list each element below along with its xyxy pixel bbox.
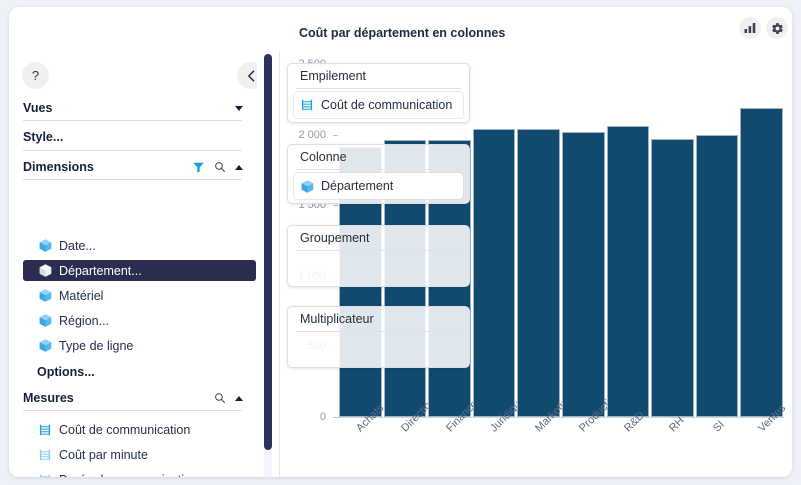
section-style-label: Style... (23, 130, 64, 144)
page-title: Coût par département en colonnes (299, 26, 506, 40)
sidebar-item-materiel[interactable]: Matériel (23, 285, 256, 306)
bar[interactable] (606, 126, 650, 417)
config-panel-groupement-dropzone[interactable] (294, 254, 463, 282)
config-panel-multiplicateur[interactable]: Multiplicateur (287, 306, 470, 368)
search-icon[interactable] (214, 161, 226, 173)
section-dimensions-icons (192, 161, 243, 174)
measure-icon (37, 472, 53, 477)
sidebar-item-duree-de-communication-label: Durée de communication (59, 473, 198, 478)
divider (296, 250, 461, 251)
x-axis-tick-label: SI (711, 418, 727, 435)
config-panel-empilement-value-label: Coût de communication (321, 98, 453, 112)
config-panel-empilement-title: Empilement (300, 69, 366, 83)
bar[interactable] (651, 138, 694, 417)
config-panel-colonne-value[interactable]: Département (294, 173, 463, 199)
bar[interactable] (472, 128, 516, 417)
sidebar-item-region[interactable]: Région... (23, 310, 256, 331)
x-axis-line (338, 417, 784, 418)
sidebar-item-cout-par-minute[interactable]: Coût par minute (23, 444, 256, 465)
sidebar-item-date[interactable]: Date... (23, 235, 256, 256)
divider (296, 88, 461, 89)
sidebar-item-departement[interactable]: Département... (23, 260, 256, 281)
chevron-up-icon[interactable] (235, 164, 243, 170)
bar-chart-icon[interactable] (739, 17, 761, 39)
sidebar-item-duree-de-communication[interactable]: Durée de communication (23, 469, 256, 477)
sidebar-item-materiel-label: Matériel (59, 288, 104, 303)
chevron-down-icon[interactable] (235, 105, 243, 111)
sidebar-item-cout-de-communication-label: Coût de communication (59, 422, 191, 437)
section-style[interactable]: Style... (23, 123, 243, 151)
y-axis-tick-mark (333, 417, 338, 418)
section-mesures-label: Mesures (23, 391, 74, 405)
sidebar-item-cout-par-minute-label: Coût par minute (59, 447, 148, 462)
config-panel-colonne-title: Colonne (300, 150, 347, 164)
section-mesures-icons (214, 392, 243, 404)
config-panel-multiplicateur-title: Multiplicateur (300, 312, 374, 326)
y-axis-tick-label: 2 000 (298, 128, 326, 141)
cube-icon (37, 263, 53, 279)
sidebar-item-cout-de-communication[interactable]: Coût de communication (23, 419, 256, 440)
config-panel-empilement-value[interactable]: Coût de communication (294, 92, 463, 118)
collapse-sidebar-button[interactable] (237, 62, 257, 89)
y-axis-tick-mark (333, 134, 338, 136)
divider (23, 120, 242, 121)
section-mesures[interactable]: Mesures (23, 384, 243, 412)
window-header: Coût par département en colonnes (9, 7, 792, 52)
divider (296, 331, 461, 332)
bar[interactable] (740, 108, 783, 417)
bar[interactable] (562, 131, 605, 417)
config-panel-groupement[interactable]: Groupement (287, 225, 470, 287)
sidebar-item-type-de-ligne-label: Type de ligne (59, 338, 134, 353)
section-dimensions-label: Dimensions (23, 160, 94, 174)
left-sidebar: ? Vues Style... Dimensions (9, 52, 257, 477)
panel-divider (279, 52, 280, 477)
app-window: Coût par département en colonnes ? Vues (9, 7, 792, 477)
config-panel-groupement-title: Groupement (300, 231, 370, 245)
measure-icon (37, 422, 53, 438)
bar[interactable] (695, 134, 739, 417)
y-axis-tick-label: 0 (319, 411, 326, 423)
sidebar-item-date-label: Date... (59, 238, 96, 253)
config-panel-multiplicateur-dropzone[interactable] (294, 335, 463, 363)
chevron-up-icon[interactable] (235, 395, 243, 401)
search-icon[interactable] (214, 392, 226, 404)
sidebar-item-type-de-ligne[interactable]: Type de ligne (23, 335, 256, 356)
sidebar-scrollbar-thumb[interactable] (264, 54, 272, 450)
sidebar-item-departement-label: Département... (59, 263, 142, 278)
sidebar-item-region-label: Région... (59, 313, 110, 328)
section-vues[interactable]: Vues (23, 94, 243, 122)
y-axis-tick-mark (333, 205, 338, 207)
cube-icon (37, 238, 53, 254)
config-panel-empilement[interactable]: Empilement Coût de communication (287, 63, 470, 123)
help-button[interactable]: ? (22, 62, 49, 89)
section-vues-icons (235, 105, 243, 111)
options-button[interactable]: Options... (37, 365, 95, 379)
cube-icon (37, 313, 53, 329)
section-dimensions[interactable]: Dimensions (23, 153, 243, 181)
config-panel-colonne[interactable]: Colonne Département (287, 144, 470, 204)
divider (23, 410, 242, 411)
section-vues-label: Vues (23, 101, 53, 115)
config-panel-colonne-value-label: Département (321, 179, 394, 193)
filter-icon[interactable] (192, 161, 205, 174)
cube-icon (299, 178, 315, 194)
cube-icon (37, 338, 53, 354)
measure-icon (299, 97, 315, 113)
divider (23, 150, 242, 151)
gear-icon[interactable] (766, 17, 788, 39)
measure-icon (37, 447, 53, 463)
divider (23, 179, 242, 180)
divider (296, 169, 461, 170)
bar[interactable] (517, 128, 560, 417)
cube-icon (37, 288, 53, 304)
